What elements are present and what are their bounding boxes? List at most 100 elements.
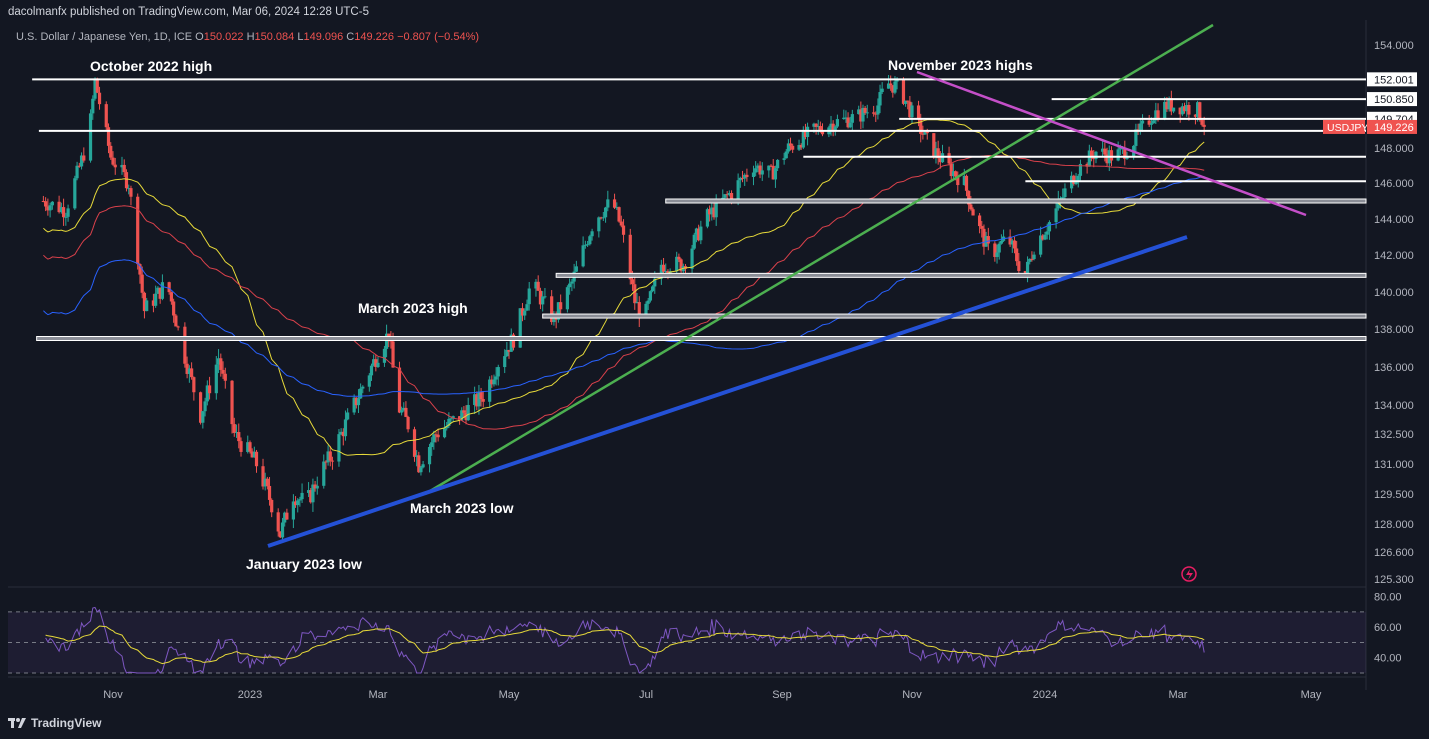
candle-body [534, 281, 538, 289]
candle-body [278, 531, 282, 538]
time-tick-label: Mar [369, 689, 388, 701]
candle-body [97, 92, 102, 105]
candle-body [938, 158, 942, 163]
symbol-legend: U.S. Dollar / Japanese Yen, 1D, ICE O150… [16, 31, 479, 43]
candle-body [712, 207, 716, 218]
candle-body [296, 500, 300, 506]
candle-body [1140, 120, 1145, 124]
symbol-tag-box [1323, 119, 1365, 134]
candle-body [814, 123, 818, 127]
candle-body [261, 466, 265, 487]
candle-body [986, 236, 990, 244]
candle-body [1043, 234, 1047, 240]
candle-body [73, 178, 77, 209]
candle-body [1123, 147, 1127, 159]
candle-body [601, 217, 605, 219]
candle-body [124, 172, 129, 189]
candle-body [1074, 180, 1078, 185]
candle-body [1072, 175, 1076, 185]
candle-body [190, 368, 194, 378]
candle-body [769, 165, 773, 167]
candle-body [1154, 110, 1158, 121]
candle-body [419, 467, 423, 473]
candle-body [863, 107, 867, 113]
candle-body [140, 274, 144, 293]
rsi-pane [8, 606, 1366, 674]
candle-body [520, 308, 525, 316]
candle-body [79, 155, 84, 167]
candle-body [473, 394, 477, 405]
time-tick-label: Nov [902, 689, 922, 701]
candle-body [384, 333, 389, 349]
candle-body [936, 148, 940, 159]
candle-body [91, 98, 95, 114]
level-label-box [1367, 72, 1417, 87]
candle-body [525, 304, 529, 311]
candle-body [518, 308, 522, 348]
candle-body [464, 412, 468, 421]
candle-body [95, 78, 99, 93]
candle-body [1187, 104, 1191, 115]
candle-body [216, 358, 221, 365]
candle-body [436, 434, 440, 438]
time-tick-label: Nov [103, 689, 123, 701]
candle-body [417, 455, 421, 473]
candle-body [466, 404, 470, 421]
candle-body [477, 391, 481, 407]
candle-body [803, 130, 808, 137]
candle-body [956, 176, 960, 186]
candle-body [951, 171, 956, 177]
candle-body [880, 88, 884, 93]
candle-body [234, 432, 239, 434]
candle-body [865, 112, 869, 114]
candle-body [738, 177, 742, 181]
symbol-name[interactable]: U.S. Dollar / Japanese Yen, 1D, ICE [16, 31, 193, 43]
candle-body [507, 349, 511, 352]
candle-body [458, 416, 462, 421]
candle-body [1196, 102, 1200, 117]
candle-body [1041, 235, 1045, 240]
candle-body [198, 392, 203, 423]
candle-body [527, 288, 531, 305]
candle-body [46, 206, 50, 211]
candle-body [494, 376, 498, 380]
time-tick-label: May [499, 689, 520, 701]
candle-body [1039, 235, 1043, 255]
candle-body [167, 282, 171, 293]
candle-body [265, 478, 269, 486]
candle-body [201, 411, 205, 423]
lightning-glyph [1186, 569, 1193, 580]
candle-body [705, 209, 710, 227]
candle-body [104, 104, 108, 128]
candle-body [833, 126, 837, 132]
candle-body [583, 244, 587, 246]
candle-body [1061, 197, 1065, 199]
candle-body [232, 424, 236, 433]
candle-body [754, 168, 758, 173]
candle-body [999, 240, 1003, 244]
candle-body [50, 201, 54, 206]
candle-body [48, 205, 52, 211]
candle-body [185, 363, 189, 374]
candle-body [434, 434, 438, 436]
candle-body [169, 292, 173, 302]
candle-body [536, 281, 540, 291]
candle-body [122, 164, 126, 173]
candle-body [223, 373, 227, 381]
candle-body [893, 81, 897, 93]
last-price-box [1367, 119, 1417, 134]
candle-body [41, 201, 45, 202]
candle-body [857, 109, 861, 115]
candle-body [1134, 129, 1138, 146]
candle-body [252, 451, 256, 458]
candle-body [311, 484, 315, 503]
candle-body [1125, 157, 1129, 159]
candle-body [1109, 150, 1114, 161]
candle-body [971, 209, 975, 216]
candle-body [382, 348, 387, 363]
annotation-lines-layer [32, 23, 1367, 548]
price-tick-label: 148.000 [1374, 143, 1414, 155]
candle-body [725, 194, 729, 196]
candle-body [947, 153, 951, 164]
